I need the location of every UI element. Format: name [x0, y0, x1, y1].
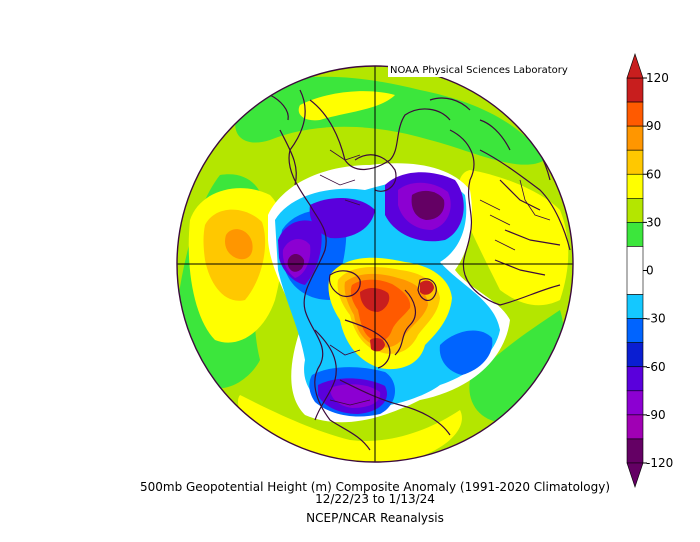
anomaly-region-core-west — [287, 254, 305, 272]
anomaly-region-blue-southeast — [439, 330, 493, 375]
colorbar-band — [626, 318, 644, 343]
polar-map — [176, 65, 574, 463]
anomaly-region-green-north — [235, 76, 545, 165]
anomaly-region-orange-west — [225, 229, 253, 260]
colorbar-tick-label: 30 — [646, 215, 661, 229]
colorbar-band — [626, 125, 644, 151]
anomaly-region-high-red-east — [420, 280, 434, 295]
colorbar-arrow-bottom — [626, 462, 644, 488]
colorbar-tick-label: 120 — [646, 71, 669, 85]
colorbar-band — [626, 149, 644, 175]
anomaly-region-high-red-south — [370, 337, 385, 352]
map-disc-outline — [176, 65, 574, 463]
colorbar-band — [626, 390, 644, 416]
colorbar-band — [626, 101, 644, 127]
anomaly-region-yellow-northeast — [458, 170, 569, 306]
colorbar-tick-label: 60 — [646, 167, 661, 181]
colorbar-tick-label: -90 — [646, 408, 666, 422]
colorbar-band — [626, 198, 644, 223]
anomaly-region-violet-south — [330, 384, 381, 408]
colorbar-tick-label: -60 — [646, 360, 666, 374]
colorbar-band — [626, 246, 644, 295]
colorbar: 120 90 60 30 0 -30 -60 -90 -120 — [626, 53, 673, 488]
anomaly-region-core-northeast — [411, 190, 445, 220]
colorbar-band — [626, 438, 644, 464]
colorbar-band — [626, 77, 644, 103]
colorbar-tick-label: 90 — [646, 119, 661, 133]
caption-source: NCEP/NCAR Reanalysis — [306, 511, 444, 525]
caption-title: 500mb Geopotential Height (m) Composite … — [139, 480, 610, 494]
anomaly-region-purple-northwest — [309, 198, 375, 239]
colorbar-band — [626, 294, 644, 319]
colorbar-band — [626, 222, 644, 247]
political-borders — [319, 149, 551, 406]
colorbar-band — [626, 173, 644, 199]
colorbar-tick-label: -30 — [646, 312, 666, 326]
colorbar-band — [626, 414, 644, 440]
colorbar-tick-label: -120 — [646, 456, 673, 470]
colorbar-arrow-top — [626, 53, 644, 79]
caption-dates: 12/22/23 to 1/13/24 — [315, 492, 435, 506]
colorbar-band — [626, 366, 644, 392]
credit-label: NOAA Physical Sciences Laboratory — [388, 65, 570, 77]
colorbar-tick-label: 0 — [646, 264, 654, 278]
colorbar-band — [626, 342, 644, 368]
